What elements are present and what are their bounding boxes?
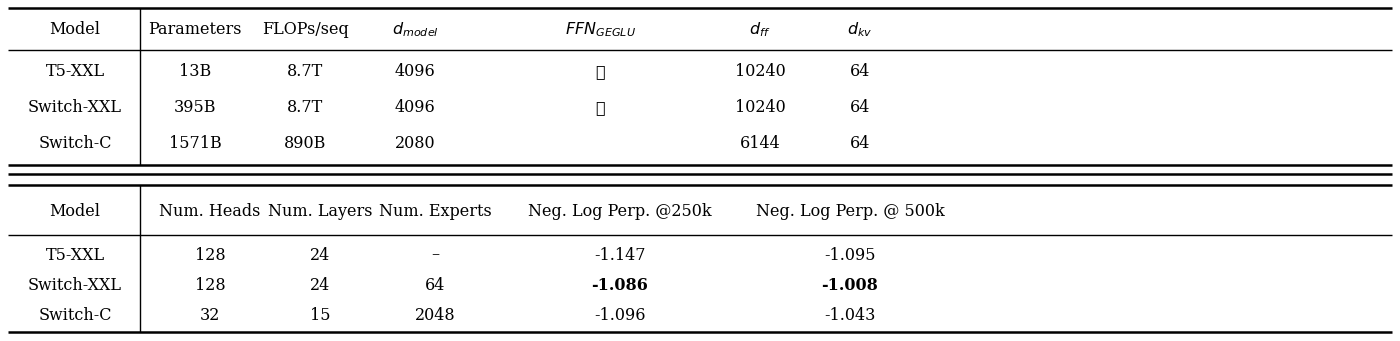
Text: Parameters: Parameters [148,21,242,39]
Text: Model: Model [49,204,101,221]
Text: ✓: ✓ [595,100,605,117]
Text: ✓: ✓ [595,63,605,80]
Text: Switch-C: Switch-C [38,307,112,324]
Text: $d_{ff}$: $d_{ff}$ [749,21,771,39]
Text: -1.095: -1.095 [825,247,876,264]
Text: 128: 128 [195,277,225,294]
Text: T5-XXL: T5-XXL [45,63,105,80]
Text: 64: 64 [850,100,871,117]
Text: $d_{model}$: $d_{model}$ [392,21,438,39]
Text: 890B: 890B [284,134,326,151]
Text: 15: 15 [309,307,330,324]
Text: 1571B: 1571B [168,134,221,151]
Text: 4096: 4096 [395,100,435,117]
Text: -1.096: -1.096 [594,307,645,324]
Text: 8.7T: 8.7T [287,100,323,117]
Text: 10240: 10240 [735,100,785,117]
Text: Model: Model [49,21,101,39]
Text: 64: 64 [424,277,445,294]
Text: 10240: 10240 [735,63,785,80]
Text: $d_{kv}$: $d_{kv}$ [847,21,872,39]
Text: 8.7T: 8.7T [287,63,323,80]
Text: 6144: 6144 [739,134,780,151]
Text: -1.043: -1.043 [825,307,875,324]
Text: Num. Heads: Num. Heads [160,204,260,221]
Text: 13B: 13B [179,63,211,80]
Text: Switch-C: Switch-C [38,134,112,151]
Text: -1.147: -1.147 [594,247,645,264]
Text: 24: 24 [309,247,330,264]
Text: Switch-XXL: Switch-XXL [28,277,122,294]
Text: 128: 128 [195,247,225,264]
Text: Num. Layers: Num. Layers [267,204,372,221]
Text: Neg. Log Perp. @ 500k: Neg. Log Perp. @ 500k [756,204,945,221]
Text: FLOPs/seq: FLOPs/seq [262,21,349,39]
Text: Neg. Log Perp. @250k: Neg. Log Perp. @250k [528,204,711,221]
Text: 2080: 2080 [395,134,435,151]
Text: Switch-XXL: Switch-XXL [28,100,122,117]
Text: T5-XXL: T5-XXL [45,247,105,264]
Text: 32: 32 [200,307,220,324]
Text: -1.008: -1.008 [822,277,878,294]
Text: 64: 64 [850,134,871,151]
Text: 24: 24 [309,277,330,294]
Text: 64: 64 [850,63,871,80]
Text: $FFN_{GEGLU}$: $FFN_{GEGLU}$ [564,21,636,39]
Text: –: – [431,247,440,264]
Text: -1.086: -1.086 [592,277,648,294]
Text: Num. Experts: Num. Experts [378,204,491,221]
Text: 395B: 395B [174,100,216,117]
Text: 4096: 4096 [395,63,435,80]
Text: 2048: 2048 [414,307,455,324]
